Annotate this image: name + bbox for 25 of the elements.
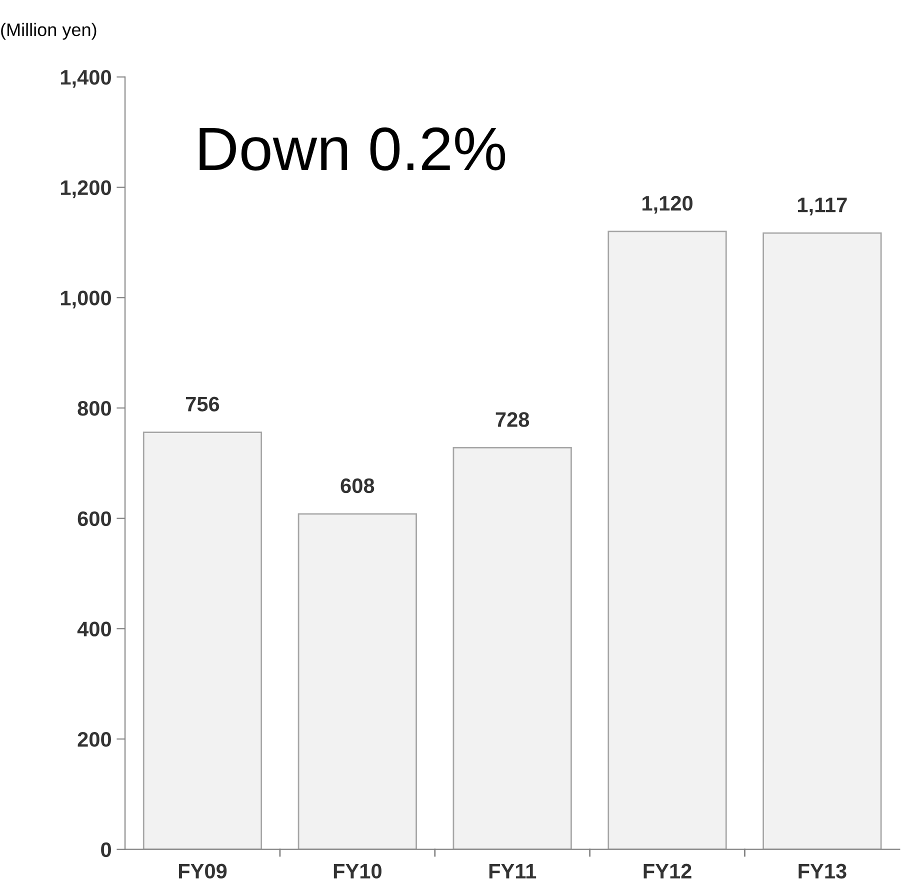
bar: [298, 513, 417, 850]
bar: [608, 230, 727, 850]
y-tick-label: 1,200: [61, 180, 111, 198]
y-tick-label: 600: [78, 511, 111, 526]
x-tick-label: FY13: [798, 864, 846, 879]
y-axis-title: (Million yen): [1, 22, 96, 40]
bar: [142, 432, 262, 850]
y-tick-label: 800: [78, 400, 111, 416]
x-tick-label: FY11: [489, 864, 536, 878]
y-tick-label: 400: [77, 622, 111, 636]
y-tick-label: 1,000: [61, 290, 111, 308]
x-tick-label: FY09: [178, 864, 227, 879]
bar: [452, 447, 572, 850]
x-tick-label: FY12: [644, 864, 692, 878]
data-label: 728: [496, 412, 530, 427]
annotation: Down 0.2%: [200, 127, 506, 171]
data-label: 756: [186, 396, 220, 412]
bar: [762, 232, 882, 850]
x-tick-label: FY10: [334, 864, 382, 879]
y-tick-label: 0: [101, 842, 111, 858]
data-label: 608: [340, 478, 374, 494]
data-label: 1,120: [642, 196, 692, 214]
data-label: 1,117: [798, 198, 847, 216]
y-tick-label: 200: [78, 732, 111, 747]
y-tick-label: 1,400: [61, 70, 111, 88]
